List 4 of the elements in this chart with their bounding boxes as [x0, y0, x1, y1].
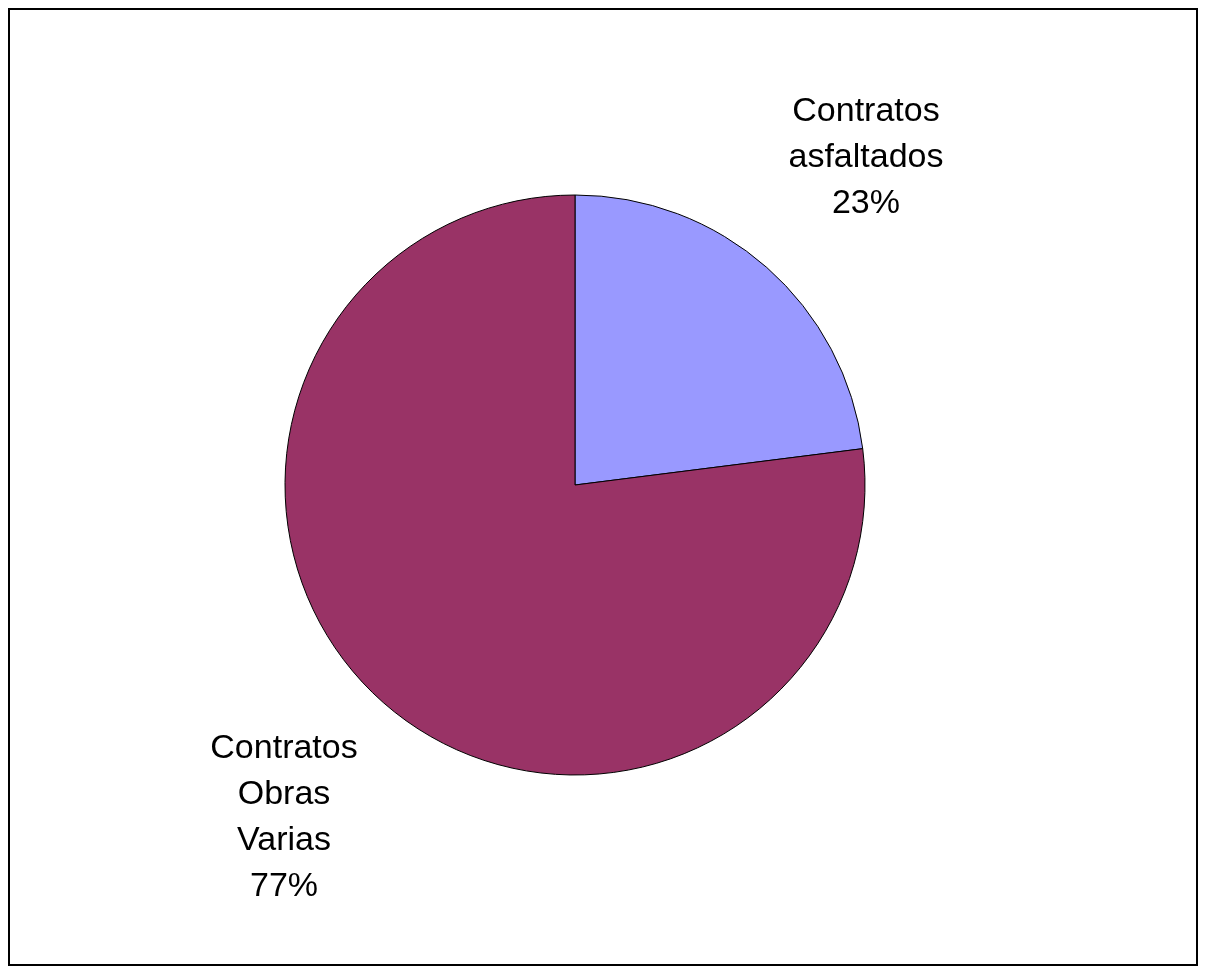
slice-label: Contratos asfaltados [788, 89, 944, 174]
data-label: 23% [831, 181, 901, 220]
data-label: 77% [249, 865, 319, 904]
slice-label: Contratos Obras Varias [210, 727, 358, 858]
